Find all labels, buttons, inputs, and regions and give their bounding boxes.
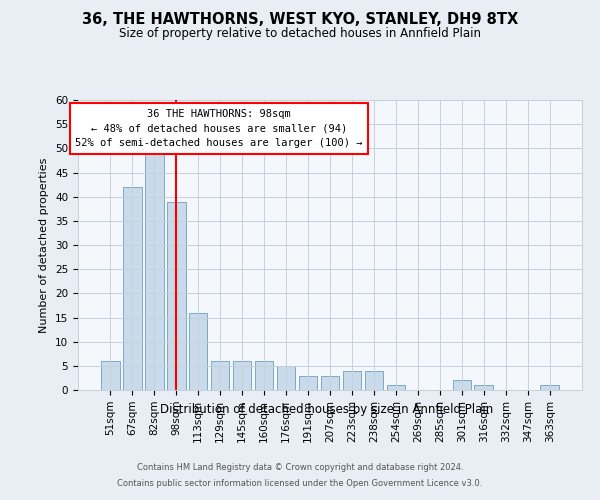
Bar (211, 361, 229, 390)
Bar (452, 380, 471, 390)
Bar (189, 312, 208, 390)
Bar (255, 361, 274, 390)
Bar (343, 370, 361, 390)
Bar (475, 385, 493, 390)
Bar (320, 376, 340, 390)
Bar (233, 361, 251, 390)
Text: Size of property relative to detached houses in Annfield Plain: Size of property relative to detached ho… (119, 28, 481, 40)
Bar (123, 187, 142, 390)
Bar (167, 202, 185, 390)
Text: 36 THE HAWTHORNS: 98sqm
← 48% of detached houses are smaller (94)
52% of semi-de: 36 THE HAWTHORNS: 98sqm ← 48% of detache… (76, 108, 363, 148)
Y-axis label: Number of detached properties: Number of detached properties (40, 158, 49, 332)
Bar (386, 385, 405, 390)
Bar (541, 385, 559, 390)
Bar (101, 361, 119, 390)
Text: Distribution of detached houses by size in Annfield Plain: Distribution of detached houses by size … (160, 402, 494, 415)
Bar (365, 370, 383, 390)
Bar (145, 148, 164, 390)
Text: 36, THE HAWTHORNS, WEST KYO, STANLEY, DH9 8TX: 36, THE HAWTHORNS, WEST KYO, STANLEY, DH… (82, 12, 518, 28)
Text: Contains HM Land Registry data © Crown copyright and database right 2024.: Contains HM Land Registry data © Crown c… (137, 464, 463, 472)
Bar (277, 366, 295, 390)
Bar (299, 376, 317, 390)
Text: Contains public sector information licensed under the Open Government Licence v3: Contains public sector information licen… (118, 478, 482, 488)
